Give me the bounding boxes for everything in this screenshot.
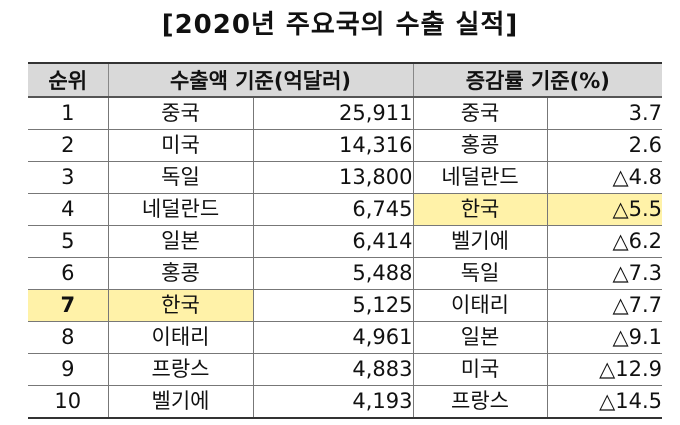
growth-rate-cell: △4.8	[546, 161, 663, 194]
rank-cell: 2	[28, 129, 108, 162]
export-value-cell: 13,800	[252, 161, 414, 194]
export-country-cell: 네덜란드	[107, 193, 253, 226]
export-value-cell: 6,745	[252, 193, 414, 226]
growth-rate-cell: △7.3	[546, 257, 663, 290]
export-value-cell: 4,883	[252, 353, 414, 386]
table-row: 10 벨기에 4,193 프랑스 △14.5	[28, 385, 663, 418]
growth-country-cell: 독일	[412, 257, 548, 290]
rank-cell: 9	[28, 353, 108, 386]
export-value-cell: 6,414	[252, 225, 414, 258]
table-row: 2 미국 14,316 홍콩 2.6	[28, 129, 663, 162]
growth-rate-cell: △5.5	[546, 193, 663, 226]
export-country-cell: 한국	[107, 289, 253, 322]
export-value-cell: 5,125	[252, 289, 414, 322]
export-country-cell: 홍콩	[107, 257, 253, 290]
export-value-cell: 4,193	[252, 385, 414, 418]
growth-country-cell: 미국	[412, 353, 548, 386]
rank-cell: 4	[28, 193, 108, 226]
page-title: [2020년 주요국의 수출 실적]	[161, 10, 519, 40]
export-country-cell: 벨기에	[107, 385, 253, 418]
table-row: 4 네덜란드 6,745 한국 △5.5	[28, 193, 663, 226]
growth-rate-header: 증감률 기준(%)	[412, 63, 663, 98]
table-row: 8 이태리 4,961 일본 △9.1	[28, 321, 663, 354]
rank-cell: 5	[28, 225, 108, 258]
table-row: 9 프랑스 4,883 미국 △12.9	[28, 353, 663, 386]
growth-country-cell: 중국	[412, 96, 548, 130]
export-value-cell: 25,911	[252, 96, 414, 130]
table-row: 1 중국 25,911 중국 3.7	[28, 96, 663, 130]
rank-header: 순위	[28, 63, 108, 98]
table-body: 1 중국 25,911 중국 3.7 2 미국 14,316 홍콩 2.6 3 독일 13,800 네덜란…	[28, 96, 663, 418]
growth-rate-cell: △12.9	[546, 353, 663, 386]
growth-rate-cell: 3.7	[546, 96, 663, 130]
export-country-cell: 일본	[107, 225, 253, 258]
export-country-cell: 미국	[107, 129, 253, 162]
export-amount-header: 수출액 기준(억달러)	[107, 63, 414, 98]
rank-cell: 10	[28, 385, 108, 418]
table-row: 7 한국 5,125 이태리 △7.7	[28, 289, 663, 322]
export-country-cell: 독일	[107, 161, 253, 194]
table-row: 3 독일 13,800 네덜란드 △4.8	[28, 161, 663, 194]
export-country-cell: 프랑스	[107, 353, 253, 386]
export-ranking-table: 순위 수출액 기준(억달러) 증감률 기준(%) 1 중국 25,911 중국 3.7 2…	[28, 62, 663, 419]
growth-rate-cell: △6.2	[546, 225, 663, 258]
export-country-cell: 중국	[107, 96, 253, 130]
growth-country-cell: 이태리	[412, 289, 548, 322]
rank-cell: 6	[28, 257, 108, 290]
export-value-cell: 14,316	[252, 129, 414, 162]
growth-country-cell: 프랑스	[412, 385, 548, 418]
growth-country-cell: 홍콩	[412, 129, 548, 162]
rank-cell: 8	[28, 321, 108, 354]
rank-cell: 1	[28, 96, 108, 130]
growth-rate-cell: △7.7	[546, 289, 663, 322]
growth-country-cell: 한국	[412, 193, 548, 226]
table-header-row: 순위 수출액 기준(억달러) 증감률 기준(%)	[28, 63, 663, 98]
growth-rate-cell: 2.6	[546, 129, 663, 162]
export-country-cell: 이태리	[107, 321, 253, 354]
growth-rate-cell: △9.1	[546, 321, 663, 354]
rank-cell: 3	[28, 161, 108, 194]
table-row: 6 홍콩 5,488 독일 △7.3	[28, 257, 663, 290]
export-value-cell: 4,961	[252, 321, 414, 354]
growth-country-cell: 일본	[412, 321, 548, 354]
export-value-cell: 5,488	[252, 257, 414, 290]
table-row: 5 일본 6,414 벨기에 △6.2	[28, 225, 663, 258]
rank-cell: 7	[28, 289, 108, 322]
growth-rate-cell: △14.5	[546, 385, 663, 418]
growth-country-cell: 벨기에	[412, 225, 548, 258]
growth-country-cell: 네덜란드	[412, 161, 548, 194]
